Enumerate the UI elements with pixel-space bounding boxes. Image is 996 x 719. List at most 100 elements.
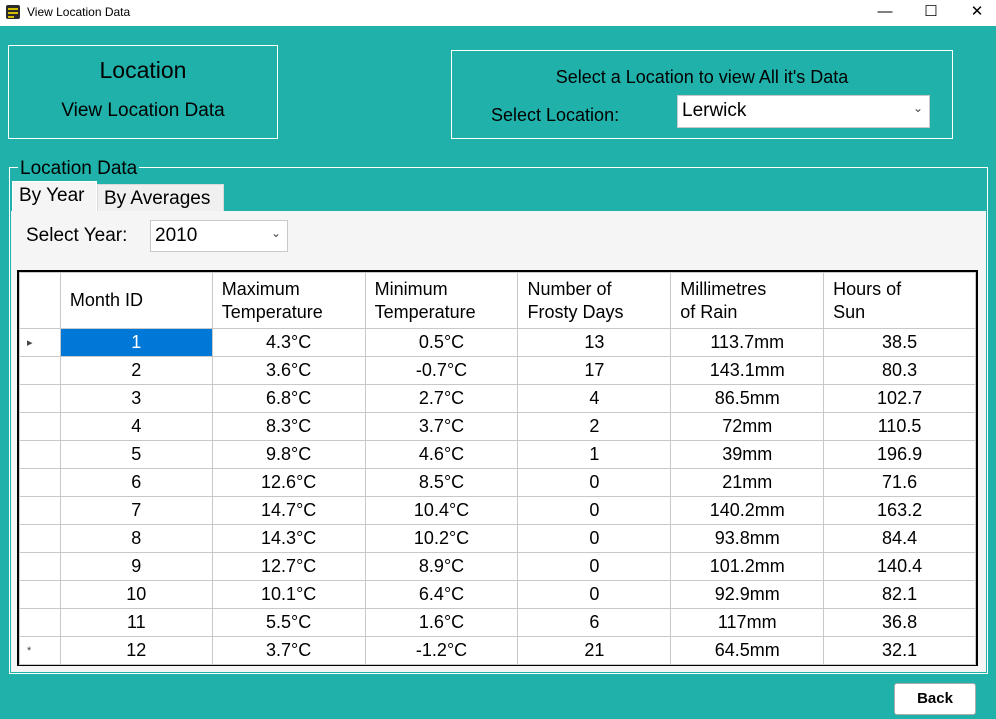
table-cell[interactable]: -0.7°C <box>364 356 519 385</box>
table-cell[interactable]: 12.7°C <box>211 552 366 581</box>
table-cell[interactable]: 6 <box>517 608 672 637</box>
table-cell[interactable]: 9 <box>59 552 213 581</box>
table-cell[interactable]: 8.5°C <box>364 468 519 497</box>
table-cell[interactable]: 12 <box>59 636 213 665</box>
col-header-min-temp[interactable]: Minimum Temperature <box>364 272 519 329</box>
table-cell[interactable]: 140.4 <box>823 552 976 581</box>
row-header-cell[interactable]: ▸ <box>19 328 61 357</box>
table-cell[interactable]: 8 <box>59 524 213 553</box>
table-cell[interactable]: 4 <box>59 412 213 441</box>
minimize-button[interactable]: — <box>877 3 893 20</box>
table-cell[interactable]: 0 <box>517 552 672 581</box>
table-cell[interactable]: 4.6°C <box>364 440 519 469</box>
maximize-button[interactable]: ☐ <box>924 3 938 20</box>
table-cell[interactable]: 6 <box>59 468 213 497</box>
row-header-cell[interactable] <box>19 412 61 441</box>
table-cell[interactable]: -1.2°C <box>364 636 519 665</box>
table-cell[interactable]: 2 <box>59 356 213 385</box>
table-cell[interactable]: 9.8°C <box>211 440 366 469</box>
table-cell[interactable]: 2.7°C <box>364 384 519 413</box>
table-row[interactable]: 4 8.3°C 3.7°C 2 72mm 110.5 <box>19 412 976 441</box>
table-cell[interactable]: 3.6°C <box>211 356 366 385</box>
table-cell[interactable]: 32.1 <box>823 636 976 665</box>
table-cell[interactable]: 7 <box>59 496 213 525</box>
table-cell[interactable]: 4.3°C <box>211 328 366 357</box>
table-cell[interactable]: 8.3°C <box>211 412 366 441</box>
table-cell[interactable]: 1 <box>517 440 672 469</box>
table-cell[interactable]: 3 <box>59 384 213 413</box>
table-cell[interactable]: 82.1 <box>823 580 976 609</box>
table-cell[interactable]: 6.8°C <box>211 384 366 413</box>
table-cell[interactable]: 5 <box>59 440 213 469</box>
table-cell[interactable]: 86.5mm <box>670 384 825 413</box>
table-cell[interactable]: 10 <box>59 580 213 609</box>
tab-by-year[interactable]: By Year <box>12 181 97 212</box>
table-cell[interactable]: 8.9°C <box>364 552 519 581</box>
table-cell[interactable]: 17 <box>517 356 672 385</box>
table-cell[interactable]: 0 <box>517 496 672 525</box>
table-cell[interactable]: 4 <box>517 384 672 413</box>
table-cell[interactable]: 11 <box>59 608 213 637</box>
table-cell[interactable]: 110.5 <box>823 412 976 441</box>
table-cell[interactable]: 80.3 <box>823 356 976 385</box>
table-row[interactable]: 8 14.3°C 10.2°C 0 93.8mm 84.4 <box>19 524 976 553</box>
table-cell[interactable]: 39mm <box>670 440 825 469</box>
table-cell[interactable]: 14.7°C <box>211 496 366 525</box>
table-row[interactable]: 6 12.6°C 8.5°C 0 21mm 71.6 <box>19 468 976 497</box>
table-cell[interactable]: 10.4°C <box>364 496 519 525</box>
table-row[interactable]: 9 12.7°C 8.9°C 0 101.2mm 140.4 <box>19 552 976 581</box>
table-cell[interactable]: 92.9mm <box>670 580 825 609</box>
table-cell[interactable]: 38.5 <box>823 328 976 357</box>
table-cell[interactable]: 2 <box>517 412 672 441</box>
row-header-cell[interactable] <box>19 580 61 609</box>
row-header-cell[interactable] <box>19 468 61 497</box>
table-cell[interactable]: 0 <box>517 580 672 609</box>
table-row[interactable]: 2 3.6°C -0.7°C 17 143.1mm 80.3 <box>19 356 976 385</box>
table-cell[interactable]: 13 <box>517 328 672 357</box>
table-cell[interactable]: 102.7 <box>823 384 976 413</box>
table-row[interactable]: * 12 3.7°C -1.2°C 21 64.5mm 32.1 <box>19 636 976 665</box>
table-cell[interactable]: 117mm <box>670 608 825 637</box>
table-cell[interactable]: 21 <box>517 636 672 665</box>
location-dropdown[interactable]: Lerwick ⌄ <box>677 95 930 128</box>
table-cell[interactable]: 3.7°C <box>364 412 519 441</box>
table-row[interactable]: 3 6.8°C 2.7°C 4 86.5mm 102.7 <box>19 384 976 413</box>
table-cell[interactable]: 1 <box>59 328 213 357</box>
col-header-sun[interactable]: Hours of Sun <box>823 272 976 329</box>
back-button[interactable]: Back <box>894 683 976 715</box>
table-cell[interactable]: 5.5°C <box>211 608 366 637</box>
table-cell[interactable]: 1.6°C <box>364 608 519 637</box>
table-cell[interactable]: 0 <box>517 468 672 497</box>
col-header-rain[interactable]: Millimetres of Rain <box>670 272 825 329</box>
table-cell[interactable]: 71.6 <box>823 468 976 497</box>
table-row[interactable]: ▸ 1 4.3°C 0.5°C 13 113.7mm 38.5 <box>19 328 976 357</box>
row-header-cell[interactable] <box>19 552 61 581</box>
row-header-cell[interactable] <box>19 384 61 413</box>
table-cell[interactable]: 10.1°C <box>211 580 366 609</box>
table-cell[interactable]: 0.5°C <box>364 328 519 357</box>
table-cell[interactable]: 196.9 <box>823 440 976 469</box>
table-row[interactable]: 11 5.5°C 1.6°C 6 117mm 36.8 <box>19 608 976 637</box>
table-cell[interactable]: 10.2°C <box>364 524 519 553</box>
table-cell[interactable]: 14.3°C <box>211 524 366 553</box>
table-cell[interactable]: 36.8 <box>823 608 976 637</box>
table-cell[interactable]: 84.4 <box>823 524 976 553</box>
row-header-cell[interactable] <box>19 496 61 525</box>
table-cell[interactable]: 6.4°C <box>364 580 519 609</box>
table-cell[interactable]: 163.2 <box>823 496 976 525</box>
table-row[interactable]: 5 9.8°C 4.6°C 1 39mm 196.9 <box>19 440 976 469</box>
table-cell[interactable]: 143.1mm <box>670 356 825 385</box>
table-cell[interactable]: 101.2mm <box>670 552 825 581</box>
year-dropdown[interactable]: 2010 ⌄ <box>150 220 288 252</box>
table-cell[interactable]: 0 <box>517 524 672 553</box>
row-header-cell[interactable] <box>19 356 61 385</box>
table-cell[interactable]: 64.5mm <box>670 636 825 665</box>
row-header-cell[interactable] <box>19 524 61 553</box>
table-cell[interactable]: 72mm <box>670 412 825 441</box>
tab-by-averages[interactable]: By Averages <box>97 184 224 212</box>
col-header-frosty-days[interactable]: Number of Frosty Days <box>517 272 672 329</box>
table-cell[interactable]: 3.7°C <box>211 636 366 665</box>
row-header-cell[interactable]: * <box>19 636 61 665</box>
table-cell[interactable]: 12.6°C <box>211 468 366 497</box>
col-header-max-temp[interactable]: Maximum Temperature <box>211 272 366 329</box>
